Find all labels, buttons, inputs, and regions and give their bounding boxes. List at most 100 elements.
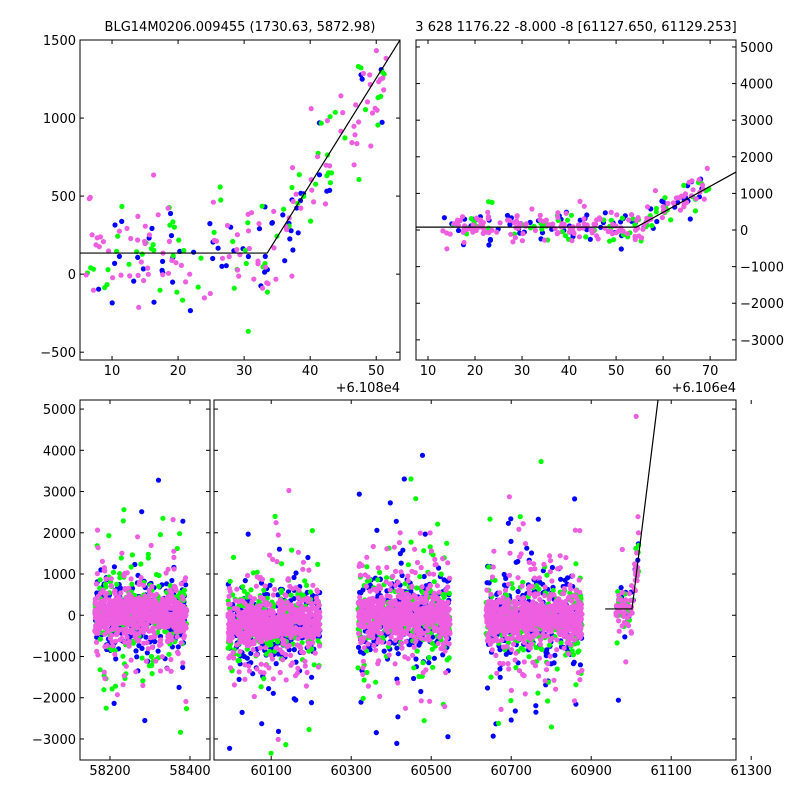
data-point <box>170 253 176 259</box>
data-point <box>533 703 539 709</box>
data-point <box>433 594 439 600</box>
data-point <box>89 232 95 238</box>
data-point <box>245 605 251 611</box>
data-point <box>559 229 565 235</box>
data-point <box>155 648 161 654</box>
data-point <box>94 571 100 577</box>
data-point <box>573 682 579 688</box>
data-point <box>303 683 309 689</box>
data-point <box>121 599 127 605</box>
data-point <box>340 110 346 116</box>
data-point <box>504 212 511 219</box>
data-point <box>267 582 273 588</box>
data-point <box>602 210 608 216</box>
data-point <box>140 682 146 689</box>
data-point <box>144 601 150 607</box>
data-point <box>357 609 363 615</box>
data-point <box>142 241 148 247</box>
data-point <box>104 590 110 597</box>
x-tick-label: 20 <box>467 364 484 379</box>
data-point <box>442 630 448 636</box>
data-point <box>583 234 589 240</box>
data-point <box>156 611 162 617</box>
data-point <box>569 598 575 604</box>
data-point <box>418 698 424 704</box>
data-point <box>422 531 428 537</box>
data-point <box>143 622 149 629</box>
data-point <box>289 547 295 553</box>
data-point <box>242 676 248 682</box>
data-point <box>425 627 431 634</box>
data-point <box>300 566 306 572</box>
data-point <box>417 530 423 536</box>
data-point <box>145 606 151 612</box>
data-point <box>414 648 420 654</box>
data-point <box>324 118 330 124</box>
data-point <box>168 656 174 663</box>
data-point <box>237 639 243 645</box>
data-point <box>158 623 164 629</box>
data-point <box>109 626 115 633</box>
data-point <box>291 647 297 653</box>
data-point <box>116 228 122 234</box>
data-point <box>160 515 166 521</box>
data-point <box>187 271 193 277</box>
data-point <box>356 176 362 183</box>
data-point <box>198 255 204 261</box>
data-point <box>239 709 245 716</box>
data-point <box>391 629 397 636</box>
data-point <box>393 568 399 575</box>
data-point <box>263 662 269 668</box>
data-point <box>245 531 251 537</box>
data-point <box>608 209 614 215</box>
data-point <box>234 586 240 592</box>
data-point <box>640 226 646 232</box>
top-right-title: 3 628 1176.22 -8.000 -8 [61127.650, 6112… <box>415 20 736 35</box>
data-point <box>124 634 130 640</box>
data-point <box>381 71 387 77</box>
data-point <box>165 566 171 572</box>
data-point <box>255 258 261 264</box>
data-point <box>242 578 248 584</box>
data-point <box>180 664 186 671</box>
data-point <box>437 599 443 605</box>
data-point <box>645 204 651 210</box>
data-point <box>146 663 152 669</box>
data-point <box>168 634 174 640</box>
data-point <box>417 574 423 580</box>
data-point <box>155 212 161 218</box>
data-point <box>322 201 329 207</box>
data-point <box>302 658 308 665</box>
data-point <box>432 612 438 618</box>
data-point <box>141 582 147 588</box>
data-point <box>134 654 140 660</box>
data-point <box>177 531 183 537</box>
data-point <box>365 624 371 630</box>
data-point <box>95 545 101 551</box>
data-point <box>400 604 407 610</box>
data-point <box>548 724 555 730</box>
data-point <box>441 594 447 600</box>
data-point <box>571 230 577 236</box>
data-point <box>396 628 402 634</box>
data-point <box>426 660 432 666</box>
data-point <box>271 208 277 214</box>
x-tick-label: 40 <box>302 364 319 379</box>
y-tick-label: 1500 <box>43 34 76 49</box>
data-point <box>299 649 305 655</box>
data-point <box>182 613 188 619</box>
data-point <box>148 246 154 252</box>
data-point <box>405 597 411 604</box>
data-point <box>241 653 247 660</box>
data-point <box>535 516 541 522</box>
data-point <box>699 182 706 188</box>
data-point <box>256 221 262 227</box>
data-point <box>409 583 415 590</box>
data-point <box>584 222 590 228</box>
data-point <box>170 517 176 523</box>
data-point <box>418 688 424 695</box>
data-point <box>230 649 236 656</box>
data-point <box>270 556 276 563</box>
data-point <box>275 728 282 735</box>
data-point <box>388 634 394 640</box>
